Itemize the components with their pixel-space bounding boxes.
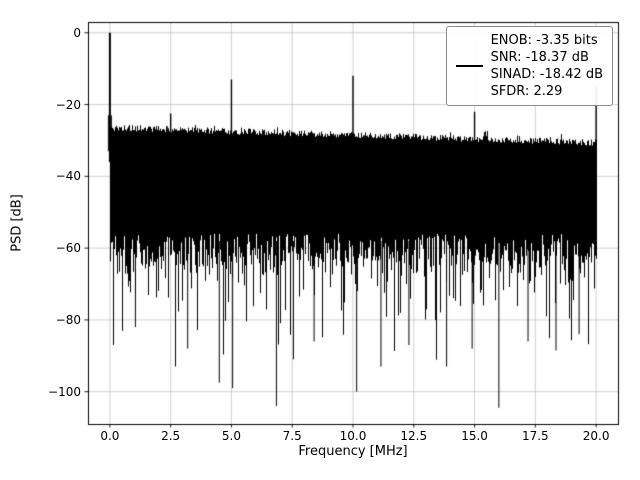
legend-entry-snr: SNR: -18.37 dB xyxy=(490,50,589,65)
x-tick-label: 12.5 xyxy=(400,429,428,443)
legend: ENOB: -3.35 bits SNR: -18.37 dB SINAD: -… xyxy=(445,26,613,106)
legend-entry-sinad: SINAD: -18.42 dB xyxy=(490,67,603,82)
x-tick-label: 0.0 xyxy=(100,429,120,443)
y-tick-label: −20 xyxy=(55,97,81,112)
y-tick-label: −100 xyxy=(48,384,81,399)
legend-entry-enob: ENOB: -3.35 bits xyxy=(490,33,598,48)
x-tick-label: 20.0 xyxy=(582,429,610,443)
x-tick-label: 17.5 xyxy=(521,429,549,443)
x-axis-label: Frequency [MHz] xyxy=(298,444,408,459)
y-tick-label: 0 xyxy=(73,25,81,40)
x-tick-label: 5.0 xyxy=(221,429,241,443)
x-tick-label: 15.0 xyxy=(461,429,488,443)
legend-entry-sfdr: SFDR: 2.29 xyxy=(490,84,563,99)
y-tick-label: −80 xyxy=(55,312,81,327)
x-tick-label: 2.5 xyxy=(161,429,181,443)
y-axis-label: PSD [dB] xyxy=(9,194,25,252)
legend-line-sample-icon xyxy=(455,65,483,67)
legend-entries: ENOB: -3.35 bits SNR: -18.37 dB SINAD: -… xyxy=(491,32,603,100)
x-tick-label: 10.0 xyxy=(339,429,367,443)
y-tick-label: −40 xyxy=(55,169,81,184)
y-tick-label: −60 xyxy=(55,241,81,256)
x-tick-label: 7.5 xyxy=(282,429,302,443)
